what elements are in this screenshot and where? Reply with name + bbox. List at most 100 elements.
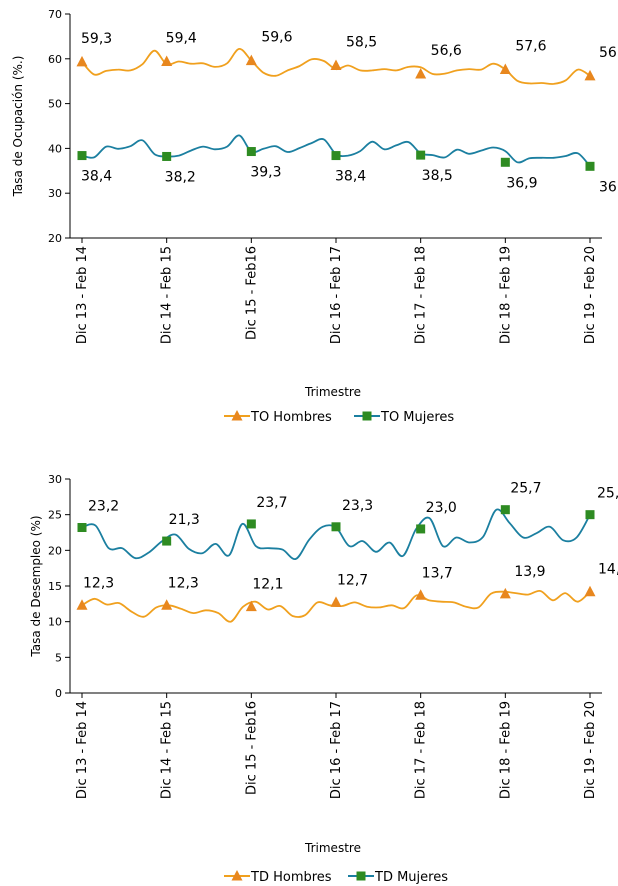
data-label: 13,7 bbox=[422, 565, 453, 581]
x-tick-label: Dic 15 - Feb16 bbox=[244, 701, 259, 795]
data-label: 25,0 bbox=[597, 486, 618, 502]
data-point bbox=[162, 151, 172, 161]
y-tick-label: 30 bbox=[48, 187, 62, 200]
data-point bbox=[584, 69, 596, 81]
series-hombres: 12,3 12,3 12,1 12,7 13,7 13,9 14,2 bbox=[76, 562, 618, 623]
x-tick-label: Dic 17 - Feb 18 bbox=[414, 246, 429, 344]
data-point bbox=[161, 599, 173, 610]
desempleo-chart: 0 5 10 15 20 25 30 Dic 13 - Feb 14 Dic 14 - Feb … bbox=[29, 473, 618, 885]
x-axis-title: Trimestre bbox=[304, 841, 361, 855]
y-axis-title: Tasa de Desempleo (%) bbox=[29, 515, 43, 657]
data-point bbox=[246, 519, 256, 529]
data-point bbox=[245, 54, 257, 66]
y-tick-label: 60 bbox=[48, 53, 62, 66]
data-point bbox=[76, 55, 88, 67]
data-point bbox=[245, 600, 257, 612]
data-point bbox=[331, 151, 341, 161]
data-label: 39,3 bbox=[250, 165, 281, 181]
data-point bbox=[415, 589, 427, 600]
y-tick-label: 0 bbox=[55, 687, 62, 700]
x-tick-label: Dic 13 - Feb 14 bbox=[75, 246, 90, 344]
data-point bbox=[585, 510, 595, 520]
data-label: 12,3 bbox=[83, 575, 114, 591]
legend-label: TO Hombres bbox=[250, 410, 332, 425]
series-line bbox=[81, 508, 591, 560]
y-tick-label: 20 bbox=[48, 544, 62, 557]
axes: 0 5 10 15 20 25 30 Dic 13 - Feb 14 Dic 14 - Feb … bbox=[48, 473, 602, 799]
data-label: 58,5 bbox=[346, 35, 377, 51]
data-label: 59,3 bbox=[81, 31, 112, 47]
data-point bbox=[246, 147, 256, 157]
legend-marker bbox=[231, 870, 243, 881]
data-label: 59,4 bbox=[166, 30, 197, 46]
data-label: 36,0 bbox=[599, 179, 618, 195]
x-tick-label: Dic 19 - Feb 20 bbox=[583, 701, 598, 799]
data-point bbox=[161, 55, 173, 66]
x-tick-label: Dic 14 - Feb 15 bbox=[160, 701, 175, 799]
data-point bbox=[77, 151, 87, 161]
data-point bbox=[499, 587, 511, 599]
data-label: 38,2 bbox=[165, 169, 196, 185]
legend-marker bbox=[356, 871, 366, 881]
y-tick-label: 70 bbox=[48, 8, 62, 21]
data-point bbox=[500, 505, 510, 515]
legend-marker bbox=[362, 411, 372, 421]
x-tick-label: Dic 14 - Feb 15 bbox=[160, 246, 175, 344]
x-tick-label: Dic 17 - Feb 18 bbox=[414, 701, 429, 799]
x-tick-label: Dic 19 - Feb 20 bbox=[583, 246, 598, 344]
x-tick-label: Dic 18 - Feb 19 bbox=[498, 701, 513, 799]
legend-label: TD Mujeres bbox=[374, 870, 448, 885]
data-point bbox=[416, 524, 426, 534]
x-axis-title: Trimestre bbox=[304, 385, 361, 399]
y-tick-label: 50 bbox=[48, 98, 62, 111]
ocupacion-chart: 20 30 40 50 60 70 Dic 13 - Feb 14 Dic 14 - Feb … bbox=[11, 8, 618, 425]
x-tick-label: Dic 16 - Feb 17 bbox=[329, 701, 344, 799]
y-tick-label: 25 bbox=[48, 509, 62, 522]
data-point bbox=[499, 63, 511, 75]
data-label: 36,9 bbox=[506, 175, 537, 191]
data-label: 25,7 bbox=[510, 481, 541, 497]
data-label: 13,9 bbox=[514, 564, 545, 580]
data-point bbox=[500, 157, 510, 167]
legend: TD Hombres TD Mujeres bbox=[224, 870, 448, 885]
data-label: 21,3 bbox=[169, 512, 200, 528]
data-label: 38,5 bbox=[422, 168, 453, 184]
data-point bbox=[416, 150, 426, 160]
y-tick-label: 40 bbox=[48, 142, 62, 155]
data-label: 57,6 bbox=[515, 39, 546, 55]
data-point bbox=[331, 522, 341, 532]
legend: TO Hombres TO Mujeres bbox=[224, 410, 454, 425]
series-mujeres: 23,2 21,3 23,7 23,3 23,0 25,7 25,0 bbox=[77, 481, 618, 560]
y-tick-label: 5 bbox=[55, 651, 62, 664]
y-tick-label: 15 bbox=[48, 580, 62, 593]
x-tick-label: Dic 13 - Feb 14 bbox=[75, 701, 90, 799]
data-label: 14,2 bbox=[598, 562, 618, 578]
legend-marker bbox=[231, 410, 243, 421]
data-label: 12,3 bbox=[168, 575, 199, 591]
x-tick-label: Dic 16 - Feb 17 bbox=[329, 246, 344, 344]
data-label: 59,6 bbox=[261, 30, 292, 46]
data-label: 56,6 bbox=[431, 43, 462, 59]
x-tick-label: Dic 15 - Feb16 bbox=[244, 246, 259, 340]
data-point bbox=[584, 585, 596, 597]
data-point bbox=[77, 523, 87, 533]
x-tick-label: Dic 18 - Feb 19 bbox=[498, 246, 513, 344]
data-label: 23,0 bbox=[426, 500, 457, 516]
data-label: 38,4 bbox=[335, 169, 366, 185]
y-tick-label: 30 bbox=[48, 473, 62, 486]
y-tick-label: 10 bbox=[48, 616, 62, 629]
data-point bbox=[330, 596, 342, 607]
data-point bbox=[162, 536, 172, 546]
series-mujeres: 38,4 38,2 39,3 38,4 38,5 36,9 36,0 bbox=[77, 134, 618, 195]
data-label: 23,7 bbox=[256, 495, 287, 511]
data-point bbox=[415, 68, 427, 79]
data-label: 23,2 bbox=[88, 499, 119, 515]
data-label: 56,2 bbox=[599, 45, 618, 61]
series-line bbox=[81, 134, 591, 167]
axes: 20 30 40 50 60 70 Dic 13 - Feb 14 Dic 14 - Feb … bbox=[48, 8, 602, 344]
data-point bbox=[330, 59, 342, 71]
legend-label: TD Hombres bbox=[250, 870, 332, 885]
data-label: 12,1 bbox=[252, 577, 283, 593]
legend-label: TO Mujeres bbox=[380, 410, 454, 425]
data-label: 38,4 bbox=[81, 169, 112, 185]
